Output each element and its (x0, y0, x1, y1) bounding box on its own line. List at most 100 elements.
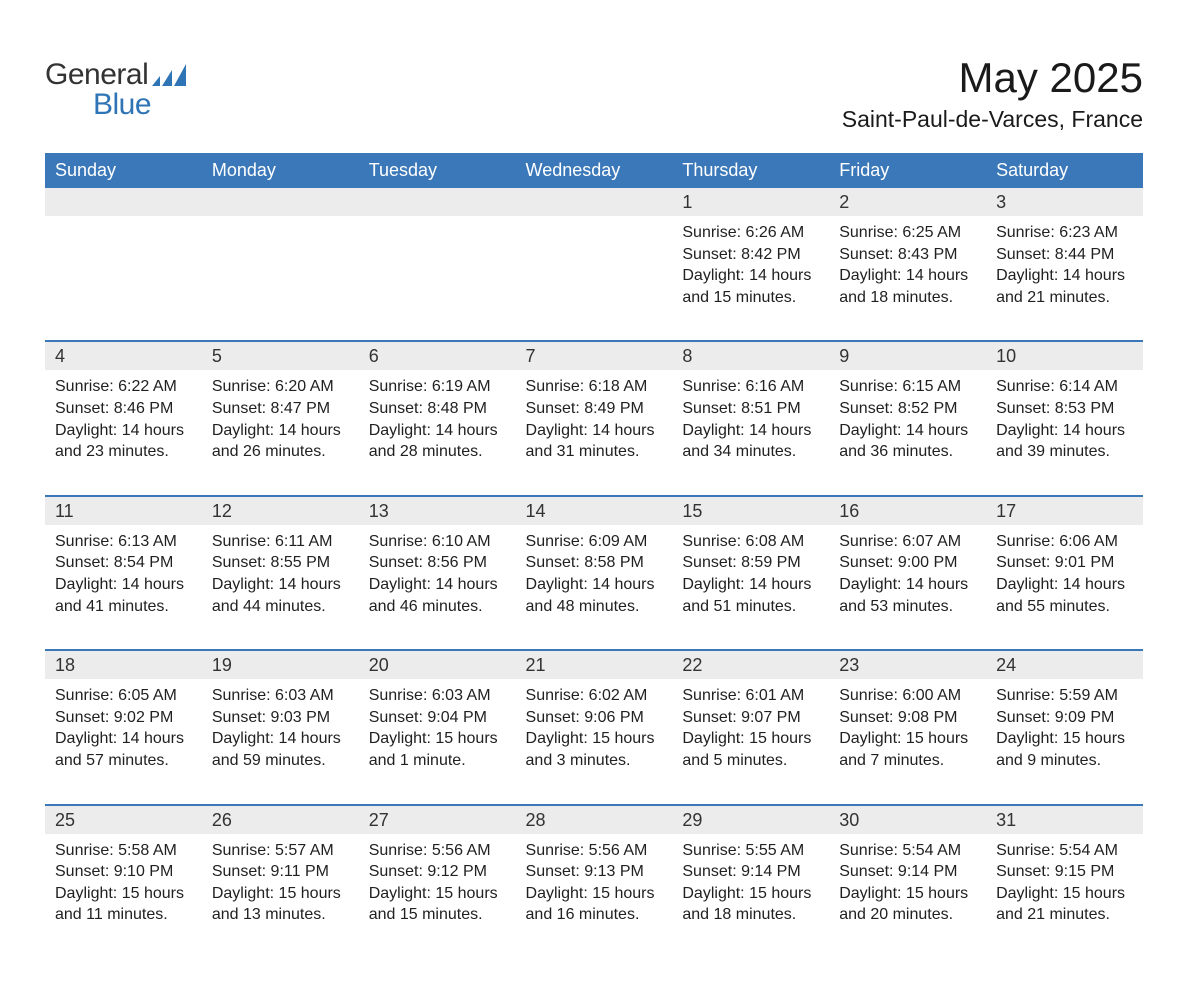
day-number: 17 (986, 496, 1143, 525)
day-cell: Sunrise: 5:56 AMSunset: 9:12 PMDaylight:… (359, 834, 516, 958)
day-cell: Sunrise: 5:57 AMSunset: 9:11 PMDaylight:… (202, 834, 359, 958)
logo-text-blue: Blue (93, 90, 188, 120)
day-number: 10 (986, 341, 1143, 370)
day-number: 13 (359, 496, 516, 525)
day-number: 25 (45, 805, 202, 834)
day-cell: Sunrise: 6:03 AMSunset: 9:03 PMDaylight:… (202, 679, 359, 804)
day-number: 15 (672, 496, 829, 525)
day-number: 24 (986, 650, 1143, 679)
day-cell: Sunrise: 6:16 AMSunset: 8:51 PMDaylight:… (672, 370, 829, 495)
day-number: 1 (672, 188, 829, 216)
day-number: 4 (45, 341, 202, 370)
day-number: 14 (516, 496, 673, 525)
day-number (202, 188, 359, 216)
day-cell: Sunrise: 6:19 AMSunset: 8:48 PMDaylight:… (359, 370, 516, 495)
day-cell: Sunrise: 5:54 AMSunset: 9:15 PMDaylight:… (986, 834, 1143, 958)
day-number: 5 (202, 341, 359, 370)
day-number: 21 (516, 650, 673, 679)
header: General Blue May 2025 Saint-Paul-de-Varc… (45, 40, 1143, 143)
day-cell: Sunrise: 6:25 AMSunset: 8:43 PMDaylight:… (829, 216, 986, 341)
day-cell (45, 216, 202, 341)
day-header: Thursday (672, 153, 829, 188)
day-number: 12 (202, 496, 359, 525)
day-number: 6 (359, 341, 516, 370)
day-number: 27 (359, 805, 516, 834)
day-cell: Sunrise: 6:07 AMSunset: 9:00 PMDaylight:… (829, 525, 986, 650)
day-number: 23 (829, 650, 986, 679)
day-number: 3 (986, 188, 1143, 216)
logo: General Blue (45, 40, 188, 120)
logo-text-general: General (45, 60, 148, 90)
page: General Blue May 2025 Saint-Paul-de-Varc… (0, 0, 1188, 988)
day-cell: Sunrise: 6:26 AMSunset: 8:42 PMDaylight:… (672, 216, 829, 341)
daynum-row: 25 26 27 28 29 30 31 (45, 805, 1143, 834)
daynum-row: 4 5 6 7 8 9 10 (45, 341, 1143, 370)
day-number: 2 (829, 188, 986, 216)
daynum-row: 11 12 13 14 15 16 17 (45, 496, 1143, 525)
page-subtitle: Saint-Paul-de-Varces, France (842, 106, 1143, 133)
page-title: May 2025 (842, 54, 1143, 102)
day-cell: Sunrise: 6:02 AMSunset: 9:06 PMDaylight:… (516, 679, 673, 804)
day-cell: Sunrise: 5:54 AMSunset: 9:14 PMDaylight:… (829, 834, 986, 958)
day-header: Saturday (986, 153, 1143, 188)
day-cell: Sunrise: 6:09 AMSunset: 8:58 PMDaylight:… (516, 525, 673, 650)
daybody-row: Sunrise: 5:58 AMSunset: 9:10 PMDaylight:… (45, 834, 1143, 958)
logo-row: General (45, 60, 188, 90)
day-header: Tuesday (359, 153, 516, 188)
day-number (516, 188, 673, 216)
logo-chart-icon (152, 64, 188, 86)
daybody-row: Sunrise: 6:22 AMSunset: 8:46 PMDaylight:… (45, 370, 1143, 495)
day-number: 29 (672, 805, 829, 834)
calendar-body: 1 2 3 Sunrise: 6:26 AMSunset: 8:42 PMDay… (45, 188, 1143, 958)
day-cell: Sunrise: 5:56 AMSunset: 9:13 PMDaylight:… (516, 834, 673, 958)
day-cell: Sunrise: 6:15 AMSunset: 8:52 PMDaylight:… (829, 370, 986, 495)
day-cell: Sunrise: 6:05 AMSunset: 9:02 PMDaylight:… (45, 679, 202, 804)
day-cell: Sunrise: 5:58 AMSunset: 9:10 PMDaylight:… (45, 834, 202, 958)
day-header: Wednesday (516, 153, 673, 188)
day-cell: Sunrise: 6:11 AMSunset: 8:55 PMDaylight:… (202, 525, 359, 650)
day-header: Monday (202, 153, 359, 188)
day-number: 19 (202, 650, 359, 679)
day-number: 31 (986, 805, 1143, 834)
day-cell: Sunrise: 6:18 AMSunset: 8:49 PMDaylight:… (516, 370, 673, 495)
day-cell: Sunrise: 6:00 AMSunset: 9:08 PMDaylight:… (829, 679, 986, 804)
day-number: 30 (829, 805, 986, 834)
daynum-row: 18 19 20 21 22 23 24 (45, 650, 1143, 679)
day-number: 8 (672, 341, 829, 370)
day-cell (359, 216, 516, 341)
day-cell: Sunrise: 6:22 AMSunset: 8:46 PMDaylight:… (45, 370, 202, 495)
day-number: 9 (829, 341, 986, 370)
daybody-row: Sunrise: 6:26 AMSunset: 8:42 PMDaylight:… (45, 216, 1143, 341)
day-number: 22 (672, 650, 829, 679)
day-cell: Sunrise: 6:06 AMSunset: 9:01 PMDaylight:… (986, 525, 1143, 650)
day-cell: Sunrise: 6:01 AMSunset: 9:07 PMDaylight:… (672, 679, 829, 804)
calendar-table: Sunday Monday Tuesday Wednesday Thursday… (45, 153, 1143, 958)
day-cell: Sunrise: 5:55 AMSunset: 9:14 PMDaylight:… (672, 834, 829, 958)
day-cell: Sunrise: 6:10 AMSunset: 8:56 PMDaylight:… (359, 525, 516, 650)
day-header: Sunday (45, 153, 202, 188)
day-number (45, 188, 202, 216)
day-cell: Sunrise: 6:08 AMSunset: 8:59 PMDaylight:… (672, 525, 829, 650)
day-cell: Sunrise: 6:13 AMSunset: 8:54 PMDaylight:… (45, 525, 202, 650)
day-number: 16 (829, 496, 986, 525)
daybody-row: Sunrise: 6:13 AMSunset: 8:54 PMDaylight:… (45, 525, 1143, 650)
day-number: 28 (516, 805, 673, 834)
day-cell: Sunrise: 6:14 AMSunset: 8:53 PMDaylight:… (986, 370, 1143, 495)
day-number: 11 (45, 496, 202, 525)
day-number (359, 188, 516, 216)
day-cell: Sunrise: 6:20 AMSunset: 8:47 PMDaylight:… (202, 370, 359, 495)
day-cell (202, 216, 359, 341)
daybody-row: Sunrise: 6:05 AMSunset: 9:02 PMDaylight:… (45, 679, 1143, 804)
day-cell (516, 216, 673, 341)
daynum-row: 1 2 3 (45, 188, 1143, 216)
day-number: 20 (359, 650, 516, 679)
day-cell: Sunrise: 6:03 AMSunset: 9:04 PMDaylight:… (359, 679, 516, 804)
day-number: 26 (202, 805, 359, 834)
day-number: 18 (45, 650, 202, 679)
day-header: Friday (829, 153, 986, 188)
day-number: 7 (516, 341, 673, 370)
title-block: May 2025 Saint-Paul-de-Varces, France (842, 40, 1143, 143)
day-cell: Sunrise: 6:23 AMSunset: 8:44 PMDaylight:… (986, 216, 1143, 341)
day-header-row: Sunday Monday Tuesday Wednesday Thursday… (45, 153, 1143, 188)
day-cell: Sunrise: 5:59 AMSunset: 9:09 PMDaylight:… (986, 679, 1143, 804)
